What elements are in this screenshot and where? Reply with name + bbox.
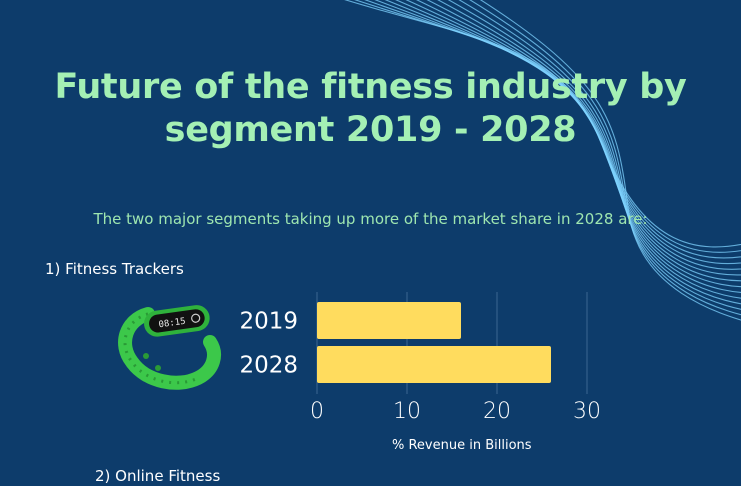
wave-line bbox=[437, 0, 741, 299]
x-tick-label: 10 bbox=[393, 399, 421, 424]
wave-line bbox=[479, 0, 741, 321]
tracker-screen-text: 08:15 bbox=[158, 317, 186, 331]
bar-2028 bbox=[317, 346, 551, 383]
wave-line bbox=[469, 0, 741, 316]
x-tick-label: 0 bbox=[310, 399, 324, 424]
segment-fitness-trackers: 1) Fitness Trackers bbox=[45, 260, 184, 278]
wave-line bbox=[458, 0, 741, 310]
wave-line bbox=[415, 0, 741, 288]
page-title: Future of the fitness industry by segmen… bbox=[40, 66, 701, 152]
fitness-tracker-icon: 08:15 bbox=[118, 305, 221, 390]
revenue-bar-chart: 0 10 20 30 2019 2028 bbox=[239, 292, 601, 424]
y-category-label: 2028 bbox=[239, 353, 298, 379]
x-axis-title: % Revenue in Billions bbox=[392, 438, 532, 453]
wave-line bbox=[426, 0, 741, 293]
segment-online-fitness: 2) Online Fitness bbox=[95, 467, 221, 485]
wave-line bbox=[395, 0, 741, 276]
wave-line bbox=[405, 0, 741, 282]
y-category-label: 2019 bbox=[239, 309, 298, 335]
bar-2019 bbox=[317, 302, 461, 339]
page-subtitle: The two major segments taking up more of… bbox=[93, 210, 648, 228]
x-tick-label: 20 bbox=[483, 399, 511, 424]
x-tick-label: 30 bbox=[573, 399, 601, 424]
title-line-1: Future of the fitness industry by bbox=[54, 67, 687, 107]
wave-line bbox=[447, 0, 741, 305]
title-line-2: segment 2019 - 2028 bbox=[164, 110, 577, 150]
